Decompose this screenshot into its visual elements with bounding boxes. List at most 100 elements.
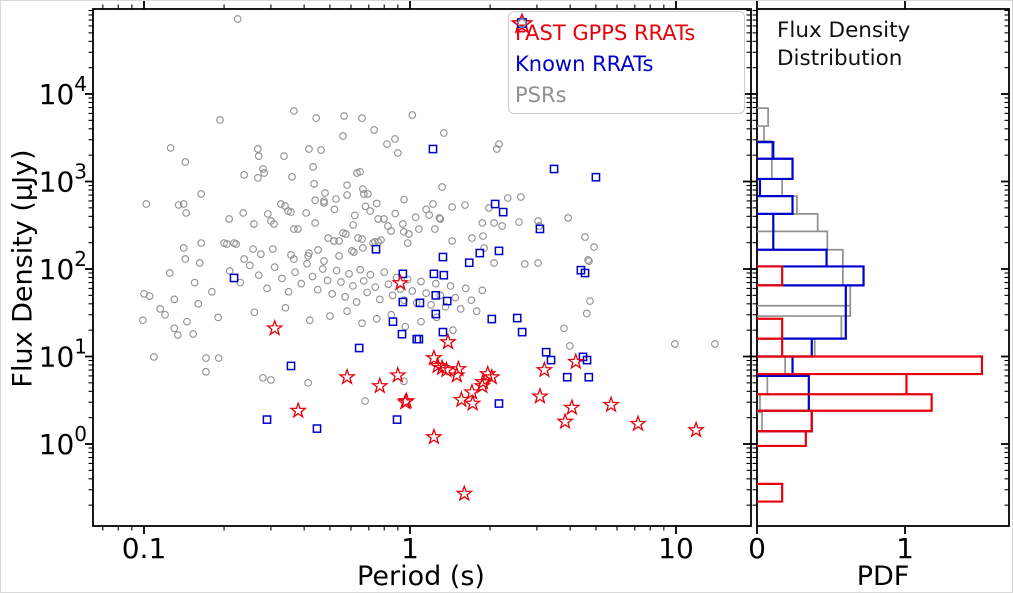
square-marker xyxy=(229,273,239,283)
circle-marker xyxy=(294,225,302,233)
circle-marker xyxy=(340,112,348,120)
circle-marker xyxy=(417,317,425,326)
circle-marker xyxy=(391,135,399,143)
circle-marker xyxy=(490,219,498,227)
circle-marker xyxy=(320,257,328,265)
legend-label: FAST GPPS RRATs xyxy=(515,20,696,45)
circle-marker xyxy=(233,15,242,23)
circle-marker xyxy=(305,249,313,257)
circle-marker xyxy=(349,221,357,229)
circle-marker xyxy=(337,278,345,286)
circle-marker xyxy=(435,214,444,222)
circle-marker xyxy=(189,330,197,338)
circle-marker xyxy=(348,247,356,255)
star-marker xyxy=(424,348,443,366)
circle-marker xyxy=(324,234,332,242)
circle-marker xyxy=(446,282,455,290)
circle-marker xyxy=(670,340,679,348)
star-marker xyxy=(370,376,389,394)
square-marker xyxy=(475,248,485,258)
circle-marker xyxy=(174,201,183,209)
series-psrs xyxy=(138,15,719,405)
circle-marker xyxy=(400,296,408,305)
circle-marker xyxy=(371,283,380,292)
circle-marker xyxy=(263,284,271,293)
circle-marker xyxy=(403,239,412,247)
square-marker xyxy=(490,199,500,209)
circle-marker xyxy=(202,354,210,362)
circle-marker xyxy=(352,298,361,306)
circle-marker xyxy=(584,256,592,264)
square-marker xyxy=(582,355,592,365)
circle-marker xyxy=(236,278,245,287)
circle-marker xyxy=(582,309,591,318)
circle-marker xyxy=(403,275,412,284)
circle-marker xyxy=(451,293,460,302)
circle-marker xyxy=(313,285,322,294)
legend-entry-psrs: PSRs xyxy=(515,18,744,110)
circle-marker xyxy=(436,215,445,223)
square-marker xyxy=(517,327,527,337)
circle-marker xyxy=(375,295,384,304)
circle-marker xyxy=(400,195,408,204)
star-marker xyxy=(447,365,466,384)
circle-marker xyxy=(393,149,402,157)
circle-marker xyxy=(380,215,388,223)
circle-marker xyxy=(249,245,257,253)
square-marker xyxy=(312,424,322,433)
circle-marker xyxy=(281,303,290,312)
x-tick-label: 10 xyxy=(658,532,694,565)
circle-marker xyxy=(387,227,395,235)
circle-marker xyxy=(478,219,487,227)
circle-marker xyxy=(270,263,279,271)
circle-marker xyxy=(284,287,293,296)
hist-series-known-rrats xyxy=(757,141,865,433)
square-marker xyxy=(286,361,296,371)
circle-marker xyxy=(259,165,267,173)
circle-marker xyxy=(590,243,598,251)
circle-marker xyxy=(534,259,542,267)
circle-marker xyxy=(349,282,357,290)
circle-marker xyxy=(448,237,456,245)
y-tick-label: 101 xyxy=(39,335,87,374)
circle-marker xyxy=(335,252,343,260)
circle-marker xyxy=(438,183,446,191)
circle-marker xyxy=(314,246,322,254)
circle-marker xyxy=(259,374,267,382)
circle-marker xyxy=(387,310,396,319)
y-axis-label: Flux Density (µJy) xyxy=(7,149,39,388)
circle-marker xyxy=(417,277,425,286)
circle-marker xyxy=(312,114,321,122)
circle-marker xyxy=(498,222,506,230)
panel-spine xyxy=(92,8,752,527)
circle-marker xyxy=(182,209,190,217)
circle-marker xyxy=(503,194,512,202)
circle-marker xyxy=(383,140,391,148)
circle-marker xyxy=(240,171,249,179)
square-marker xyxy=(371,244,381,254)
star-marker xyxy=(463,393,482,412)
circle-marker xyxy=(165,269,174,277)
square-marker xyxy=(398,269,408,279)
circle-marker xyxy=(461,284,470,293)
circle-marker xyxy=(399,227,408,236)
x-tick-label: 0.1 xyxy=(122,532,167,565)
circle-marker xyxy=(461,201,469,209)
square-marker xyxy=(580,268,590,278)
circle-marker xyxy=(358,319,366,328)
x-tick-label: 1 xyxy=(401,532,419,565)
square-marker xyxy=(428,144,438,154)
circle-marker xyxy=(179,244,188,252)
circle-marker xyxy=(310,180,318,188)
circle-marker xyxy=(150,353,158,361)
circle-marker xyxy=(343,191,351,199)
circle-marker xyxy=(366,207,374,215)
legend-label: PSRs xyxy=(515,82,567,107)
circle-marker xyxy=(479,232,487,240)
circle-marker xyxy=(472,307,481,315)
legend-entry-fast-gpps-rrats: FAST GPPS RRATs xyxy=(510,12,744,48)
circle-marker xyxy=(214,313,222,322)
circle-marker xyxy=(194,299,203,308)
circle-marker xyxy=(349,248,358,256)
